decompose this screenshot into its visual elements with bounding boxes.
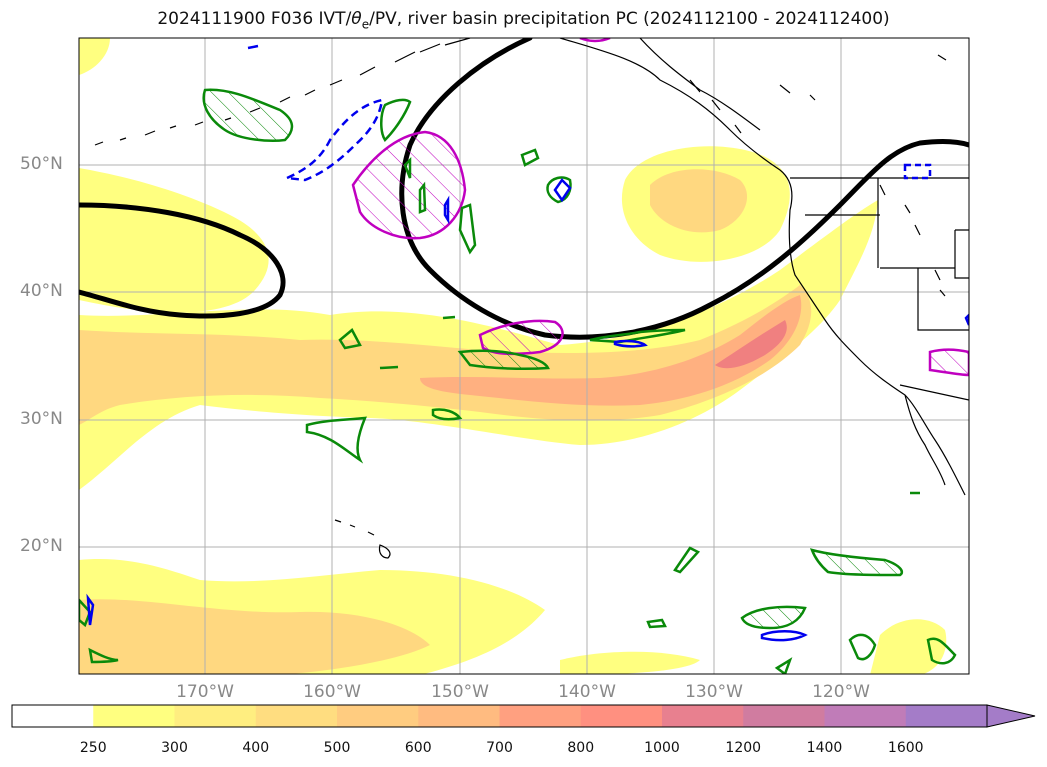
pv-positive-contours [79, 88, 957, 674]
lon-label-140w: 140°W [558, 682, 616, 702]
pv-contour [457, 349, 550, 371]
pv-negative-contours [86, 44, 969, 642]
lat-label-30: 30°N [20, 409, 63, 429]
pv-contour [589, 328, 686, 344]
colorbar-tick-label: 600 [404, 740, 432, 756]
lon-label-120w: 120°W [812, 682, 870, 702]
colorbar-swatch [743, 705, 825, 727]
ivt-patch-se [870, 619, 947, 674]
pv-contour [380, 98, 412, 142]
lon-label-150w: 150°W [431, 682, 489, 702]
colorbar-swatch [580, 705, 663, 727]
pv-negative-contour [964, 313, 969, 326]
pv-contour [848, 633, 877, 661]
precip-pc-region [351, 130, 467, 240]
colorbar-swatch [337, 705, 419, 727]
pv-contour [458, 203, 477, 255]
pv-contour [546, 176, 572, 204]
colorbar-swatch [93, 705, 175, 727]
pv-contour [305, 416, 367, 464]
lon-label-160w: 160°W [303, 682, 361, 702]
ivt-patch-top [79, 38, 110, 75]
colorbar-swatch [499, 705, 582, 727]
pv-contour [79, 598, 92, 628]
colorbar-swatch [418, 705, 500, 727]
map-title: 2024111900 F036 IVT/θe/PV, river basin p… [157, 9, 890, 32]
colorbar-tick-label: 250 [79, 740, 107, 756]
coastlines [94, 38, 969, 559]
lat-label-40: 40°N [20, 281, 63, 301]
colorbar [11, 704, 1036, 728]
pv-negative-contour [553, 178, 572, 203]
lon-label-170w: 170°W [176, 682, 234, 702]
pv-contour [442, 315, 456, 320]
baja-california [904, 394, 946, 486]
colorbar-tick-label: 1000 [644, 740, 680, 756]
precip-pc-region [579, 38, 611, 43]
pv-contour [740, 605, 807, 630]
ivt-shading [79, 38, 947, 674]
colorbar-swatch [905, 705, 988, 727]
hawaii [334, 519, 391, 559]
pv-negative-contour [247, 44, 259, 50]
pv-contour [403, 156, 412, 179]
precip-pc-region [928, 348, 969, 377]
pv-contour [809, 548, 904, 577]
us-border [790, 177, 969, 401]
pv-negative-contour [282, 98, 384, 182]
ivt-plume-peak [715, 320, 787, 369]
pv-negative-contour [760, 630, 808, 642]
lat-label-50: 50°N [20, 154, 63, 174]
pv-contour [338, 328, 362, 350]
pv-contour [431, 408, 463, 421]
colorbar-outline [11, 704, 988, 728]
colorbar-tick-label: 700 [486, 740, 513, 756]
ivt-plume-high [420, 295, 802, 406]
theta-e-contour-west [79, 202, 286, 319]
pv-contour [520, 148, 540, 167]
ivt-patch-bottom [560, 651, 700, 674]
pv-contour [418, 181, 427, 214]
colorbar-tick-label: 300 [161, 740, 188, 756]
pv-negative-contour [86, 593, 95, 626]
colorbar-swatch [662, 705, 744, 727]
colorbar-extend-arrow [986, 704, 1036, 728]
map-frame [78, 37, 970, 675]
pv-contour [673, 546, 701, 574]
colorbar-swatch [12, 705, 94, 727]
colorbar-tick-label: 500 [323, 740, 351, 756]
pv-negative-contour [613, 339, 648, 348]
map-area [79, 38, 969, 674]
lat-label-20: 20°N [20, 536, 63, 556]
colorbar-swatch [824, 705, 907, 727]
colorbar-tick-label: 400 [242, 740, 270, 756]
colorbar-tick-label: 1600 [887, 740, 924, 756]
colorbar-tick-label: 800 [567, 740, 595, 756]
colorbar-swatch [255, 705, 338, 727]
pv-contour [926, 637, 957, 665]
island-rockies [779, 54, 947, 297]
ivt-south-band-mid [79, 599, 430, 674]
precip-pc-regions [351, 38, 969, 377]
ivt-ne-blob-inner [650, 169, 748, 233]
pv-contour [774, 657, 793, 674]
colorbar-tick-label: 1200 [725, 740, 762, 756]
colorbar-swatch [174, 705, 257, 727]
pv-contour [379, 365, 399, 370]
north-america-coast [559, 38, 966, 496]
pv-negative-contour [443, 195, 450, 225]
lon-label-130w: 130°W [685, 682, 743, 702]
alaska-panhandle [639, 38, 761, 134]
pv-contour [646, 618, 667, 629]
pv-contour [202, 88, 294, 142]
colorbar-tick-label: 1400 [806, 740, 843, 756]
pv-contour [88, 647, 119, 664]
